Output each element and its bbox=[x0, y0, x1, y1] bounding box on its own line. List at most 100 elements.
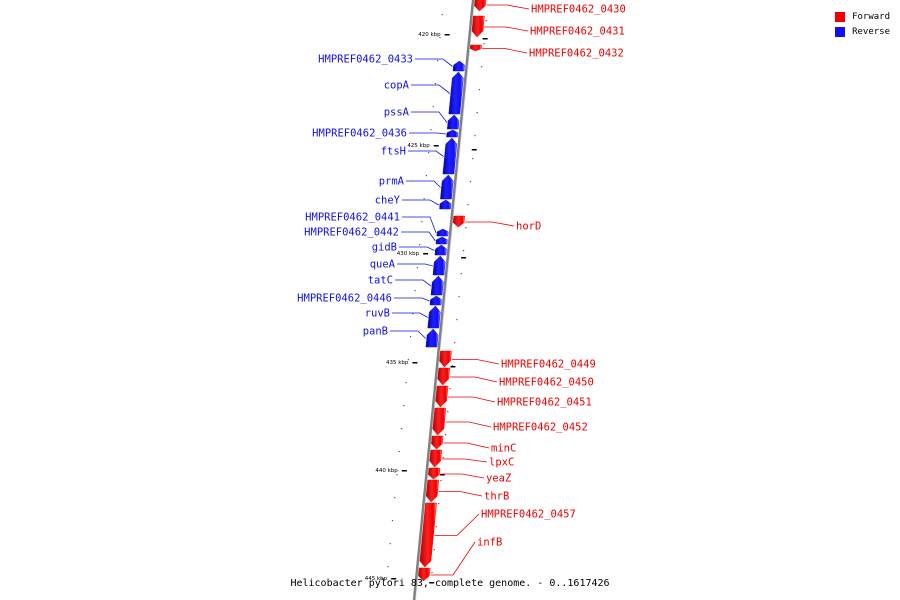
gene-label-hmpref0462_0457[interactable]: HMPREF0462_0457 bbox=[481, 509, 576, 521]
gene-infb[interactable] bbox=[418, 567, 431, 582]
tick-mark bbox=[482, 38, 488, 40]
gene-label-hmpref0462_0432[interactable]: HMPREF0462_0432 bbox=[529, 48, 624, 60]
gene-lpxc[interactable] bbox=[429, 449, 443, 468]
backbone-line bbox=[412, 0, 475, 600]
gene-hmpref0462_0450[interactable] bbox=[437, 367, 451, 386]
tick-mark bbox=[471, 149, 477, 151]
gene-hmpref0462_0441[interactable] bbox=[436, 228, 449, 237]
tick-mark bbox=[423, 253, 429, 255]
leader-line bbox=[445, 421, 492, 428]
leader-line bbox=[443, 442, 490, 449]
gene-hmpref0462_0431[interactable] bbox=[471, 15, 485, 38]
gene-hmpref0462_0452[interactable] bbox=[432, 407, 447, 436]
gene-thrb[interactable] bbox=[425, 479, 440, 503]
leader-line bbox=[392, 312, 428, 318]
gene-label-copa[interactable]: copA bbox=[384, 80, 410, 92]
leader-line bbox=[440, 473, 485, 479]
gene-hmpref0462_0433[interactable] bbox=[452, 60, 465, 72]
leader-line bbox=[451, 359, 500, 365]
legend-forward-label: Forward bbox=[852, 11, 890, 22]
gene-label-hmpref0462_0431[interactable]: HMPREF0462_0431 bbox=[530, 26, 625, 38]
legend-reverse: Reverse bbox=[835, 24, 890, 39]
gene-label-minc[interactable]: minC bbox=[491, 443, 516, 455]
gene-label-hmpref0462_0442[interactable]: HMPREF0462_0442 bbox=[304, 227, 399, 239]
gene-label-hmpref0462_0451[interactable]: HMPREF0462_0451 bbox=[497, 397, 592, 409]
gene-hmpref0462_0436[interactable] bbox=[446, 129, 459, 138]
gene-yeaz[interactable] bbox=[428, 467, 441, 480]
leader-line bbox=[430, 541, 476, 576]
tick-label: 435 kbp bbox=[386, 360, 409, 366]
gene-label-infb[interactable]: infB bbox=[477, 537, 502, 549]
gene-label-hmpref0462_0446[interactable]: HMPREF0462_0446 bbox=[297, 293, 392, 305]
gene-label-hmpref0462_0449[interactable]: HMPREF0462_0449 bbox=[501, 359, 596, 371]
gene-hmpref0462_0432[interactable] bbox=[469, 44, 482, 52]
leader-line bbox=[434, 513, 480, 536]
tick-mark bbox=[401, 470, 407, 472]
gene-label-ruvb[interactable]: ruvB bbox=[365, 308, 390, 320]
gene-label-hmpref0462_0450[interactable]: HMPREF0462_0450 bbox=[499, 377, 594, 389]
gene-label-lpxc[interactable]: lpxC bbox=[489, 457, 514, 469]
tick-label: 440 kbp bbox=[375, 468, 398, 474]
gene-prma[interactable] bbox=[440, 174, 454, 200]
gene-label-hmpref0462_0452[interactable]: HMPREF0462_0452 bbox=[493, 422, 588, 434]
leader-line bbox=[482, 48, 528, 54]
gene-label-quea[interactable]: queA bbox=[370, 259, 396, 271]
gene-gidb[interactable] bbox=[434, 244, 447, 256]
leader-line bbox=[409, 132, 446, 135]
gene-quea[interactable] bbox=[432, 255, 446, 276]
gene-label-panb[interactable]: panB bbox=[363, 326, 388, 338]
gene-minc[interactable] bbox=[431, 435, 444, 450]
genome-backbone bbox=[412, 0, 475, 600]
tick-label: 430 kbp bbox=[397, 251, 420, 257]
gene-pssa[interactable] bbox=[447, 114, 460, 130]
gene-hmpref0462_0451[interactable] bbox=[435, 385, 449, 408]
gene-tatc[interactable] bbox=[430, 275, 444, 296]
tick-mark bbox=[391, 578, 397, 580]
gene-hmpref0462_0449[interactable] bbox=[439, 350, 452, 368]
gene-label-yeaz[interactable]: yeaZ bbox=[486, 473, 511, 485]
gene-hmpref0462_0430[interactable] bbox=[474, 0, 487, 12]
gene-label-gidb[interactable]: gidB bbox=[372, 242, 397, 254]
gene-label-tatc[interactable]: tatC bbox=[368, 275, 393, 287]
gene-hmpref0462_0442[interactable] bbox=[435, 236, 448, 245]
map-caption: Helicobacter pylori 83, complete genome.… bbox=[290, 578, 610, 589]
reverse-swatch bbox=[835, 26, 846, 37]
gene-label-hord[interactable]: horD bbox=[516, 221, 541, 233]
leader-line bbox=[402, 216, 437, 234]
gene-ruvb[interactable] bbox=[427, 305, 441, 329]
gene-label-ftsh[interactable]: ftsH bbox=[381, 146, 406, 158]
tick-mark bbox=[450, 366, 456, 368]
gene-panb[interactable] bbox=[425, 328, 439, 348]
gene-ftsh[interactable] bbox=[442, 137, 458, 175]
tick-mark bbox=[412, 362, 418, 364]
leader-line bbox=[406, 180, 441, 188]
gene-hmpref0462_0457[interactable] bbox=[419, 502, 437, 568]
gene-hmpref0462_0446[interactable] bbox=[429, 295, 442, 306]
gene-label-hmpref0462_0436[interactable]: HMPREF0462_0436 bbox=[312, 128, 407, 140]
gene-features bbox=[418, 0, 487, 582]
leader-line bbox=[395, 279, 432, 287]
gene-hord[interactable] bbox=[452, 215, 466, 228]
tick-mark bbox=[439, 474, 445, 476]
gene-label-hmpref0462_0441[interactable]: HMPREF0462_0441 bbox=[305, 212, 400, 224]
leader-line bbox=[390, 330, 427, 339]
gene-label-pssa[interactable]: pssA bbox=[384, 107, 410, 119]
leader-line bbox=[401, 231, 436, 242]
legend: Forward Reverse bbox=[835, 9, 890, 39]
gene-labels: HMPREF0462_0430 HMPREF0462_0431 HMPREF0462… bbox=[297, 4, 626, 576]
leader-line bbox=[399, 246, 435, 251]
tick-mark bbox=[433, 145, 439, 147]
gene-label-chey[interactable]: cheY bbox=[375, 195, 401, 207]
leader-line bbox=[465, 221, 515, 227]
leader-line bbox=[484, 26, 529, 32]
gene-label-hmpref0462_0433[interactable]: HMPREF0462_0433 bbox=[318, 54, 413, 66]
gene-label-hmpref0462_0430[interactable]: HMPREF0462_0430 bbox=[531, 4, 626, 16]
gene-copa[interactable] bbox=[448, 71, 464, 115]
gene-label-thrb[interactable]: thrB bbox=[484, 491, 509, 503]
gene-chey[interactable] bbox=[439, 199, 452, 210]
leader-line bbox=[448, 396, 496, 403]
gene-label-prma[interactable]: prmA bbox=[379, 176, 405, 188]
tick-label: 445 kbp bbox=[365, 576, 388, 582]
forward-swatch bbox=[835, 11, 846, 22]
